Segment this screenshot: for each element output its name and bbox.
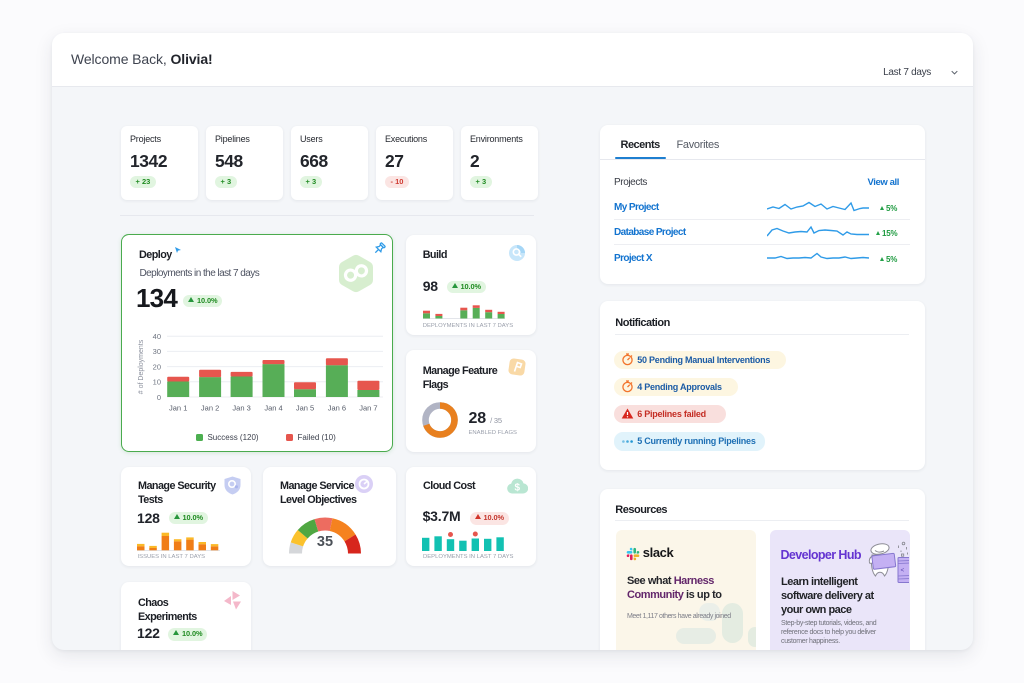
svg-text:Jan 5: Jan 5 <box>296 404 314 413</box>
svg-text:$: $ <box>515 482 521 493</box>
svg-text:Jan 4: Jan 4 <box>264 404 282 413</box>
svg-text:Jan 6: Jan 6 <box>328 404 346 413</box>
svg-text:0: 0 <box>157 393 161 402</box>
svg-text:20: 20 <box>153 362 161 371</box>
svg-text:Jan 3: Jan 3 <box>232 404 250 413</box>
svg-text:<: < <box>901 567 905 574</box>
svg-text:Jan 7: Jan 7 <box>359 404 377 413</box>
svg-text:# of Deployments: # of Deployments <box>138 339 145 394</box>
svg-text:30: 30 <box>153 347 161 356</box>
svg-text:Jan 2: Jan 2 <box>201 404 219 413</box>
svg-text:10: 10 <box>153 378 161 387</box>
svg-text:40: 40 <box>153 332 161 341</box>
svg-text:Jan 1: Jan 1 <box>169 404 187 413</box>
